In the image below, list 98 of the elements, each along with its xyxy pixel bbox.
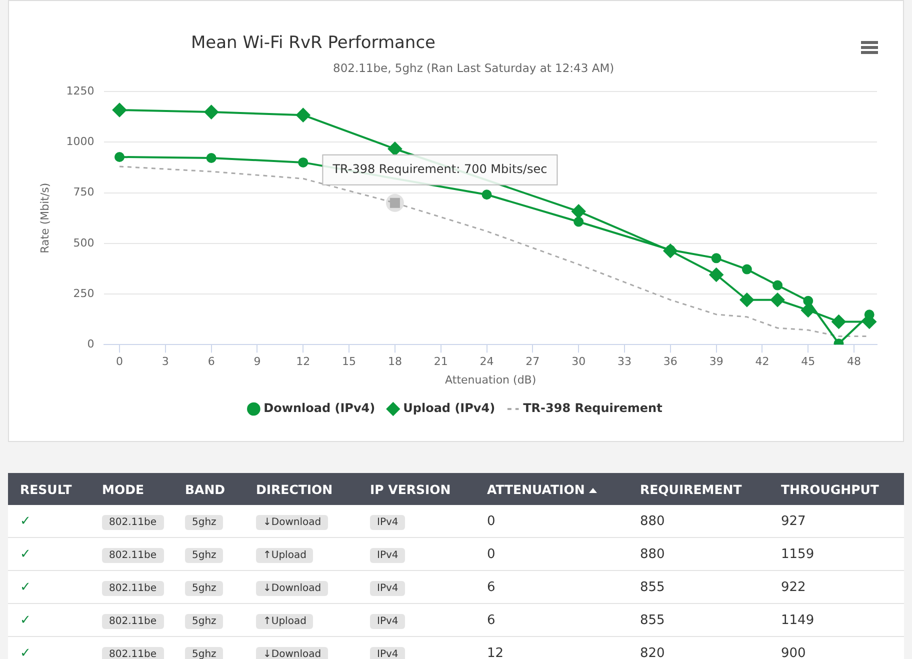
point	[204, 105, 218, 120]
point	[709, 268, 724, 282]
point	[832, 314, 846, 329]
point	[772, 280, 783, 290]
text: IPv4	[370, 514, 406, 530]
point	[803, 296, 814, 306]
chart-subtitle: 802.11be, 5ghz (Ran Last Saturday at 12:43 AM)	[333, 61, 614, 75]
text: 802.11be	[102, 614, 164, 628]
category-label: THROUGHPUT	[780, 482, 880, 496]
text: ✓	[20, 612, 31, 628]
text: 922	[780, 580, 807, 594]
text: ✓	[20, 646, 31, 659]
text: ↑Upload	[256, 548, 314, 562]
point	[296, 108, 310, 122]
point	[112, 103, 126, 118]
text: 12	[486, 646, 505, 659]
x-tick-label: 0	[116, 355, 123, 368]
x-tick-label: 12	[296, 355, 310, 368]
text: IPv4	[370, 646, 406, 659]
text: ↓Download	[256, 580, 328, 596]
text: ✓	[20, 546, 31, 562]
text: 5ghz	[185, 548, 224, 562]
point	[114, 152, 124, 162]
text: ↑Upload	[256, 614, 314, 628]
x-tick-label: 9	[254, 355, 261, 368]
point	[572, 204, 586, 218]
text: 5ghz	[185, 614, 224, 628]
text: 802.11be	[102, 646, 164, 659]
text: 5ghz	[185, 646, 224, 659]
y-tick-label: 500	[73, 236, 94, 250]
x-tick-label: 6	[208, 355, 215, 368]
x-tick-label: 36	[663, 355, 678, 368]
text: 802.11be	[102, 548, 164, 562]
text: IPv4	[370, 548, 406, 562]
text: 6	[486, 612, 496, 628]
category-label: REQUIREMENT	[639, 482, 743, 496]
y-tick-label: 0	[87, 337, 94, 350]
point	[711, 253, 722, 264]
text: 855	[639, 580, 666, 594]
point	[740, 292, 754, 307]
x-tick-label: 15	[342, 355, 356, 368]
text: 802.11be	[102, 514, 164, 530]
category-label: IP VERSION	[369, 482, 452, 496]
category-label: RESULT	[19, 482, 73, 496]
x-tick-label: 30	[572, 355, 586, 368]
text: 0	[486, 514, 496, 528]
x-tick-label: 33	[618, 355, 632, 368]
text: 5ghz	[185, 580, 224, 596]
category-label: MODE	[101, 482, 145, 496]
text: 6	[486, 580, 496, 594]
category-label: BAND	[184, 482, 226, 496]
legend-label: TR-398 Requirement	[523, 401, 663, 416]
y-tick-label: 1000	[66, 135, 94, 148]
y-tick-label: 250	[73, 286, 94, 300]
text: 880	[639, 514, 666, 528]
category-label: ATTENUATION	[486, 482, 586, 496]
point	[482, 190, 492, 200]
x-tick-label: 45	[801, 355, 816, 368]
point	[574, 216, 584, 227]
legend-label: Upload (IPv4)	[403, 401, 496, 416]
legend-label: Download (IPv4)	[264, 401, 376, 416]
text: 927	[780, 514, 807, 528]
x-tick-label: 39	[709, 355, 724, 368]
point	[386, 194, 404, 212]
y-tick-label: 750	[73, 186, 94, 199]
text: ✓	[20, 514, 31, 528]
point	[770, 292, 785, 307]
text: 0	[486, 546, 496, 562]
x-tick-label: 42	[755, 355, 770, 368]
annotation: TR-398 Requirement: 700 Mbits/sec	[332, 162, 548, 176]
text: IPv4	[370, 580, 406, 596]
text: 900	[780, 646, 807, 659]
point	[206, 152, 216, 163]
y-tick-label: 1250	[66, 84, 94, 98]
text: 1149	[780, 612, 816, 628]
y-axis-title: Rate (Mbit/s)	[38, 182, 52, 254]
point	[388, 142, 402, 156]
text: 880	[639, 546, 666, 562]
chart-title: Mean Wi-Fi RvR Performance	[191, 33, 436, 53]
x-axis-title: Attenuation (dB)	[445, 373, 536, 386]
x-tick-label: 3	[162, 355, 169, 368]
text: IPv4	[370, 614, 406, 628]
x-tick-label: 27	[526, 355, 540, 368]
text: 802.11be	[102, 580, 164, 596]
x-tick-label: 48	[847, 355, 862, 368]
x-tick-label: 24	[480, 355, 494, 368]
text: 5ghz	[185, 514, 224, 530]
text: 855	[639, 612, 666, 628]
text: 820	[639, 646, 666, 659]
text: 1159	[780, 546, 816, 562]
text: ↓Download	[256, 646, 328, 659]
x-tick-label: 21	[434, 355, 448, 368]
point	[298, 157, 308, 168]
point	[742, 264, 752, 274]
text: ✓	[20, 580, 31, 594]
x-tick-label: 18	[388, 355, 402, 368]
category-label: DIRECTION	[255, 482, 334, 496]
text: ↓Download	[256, 514, 328, 530]
